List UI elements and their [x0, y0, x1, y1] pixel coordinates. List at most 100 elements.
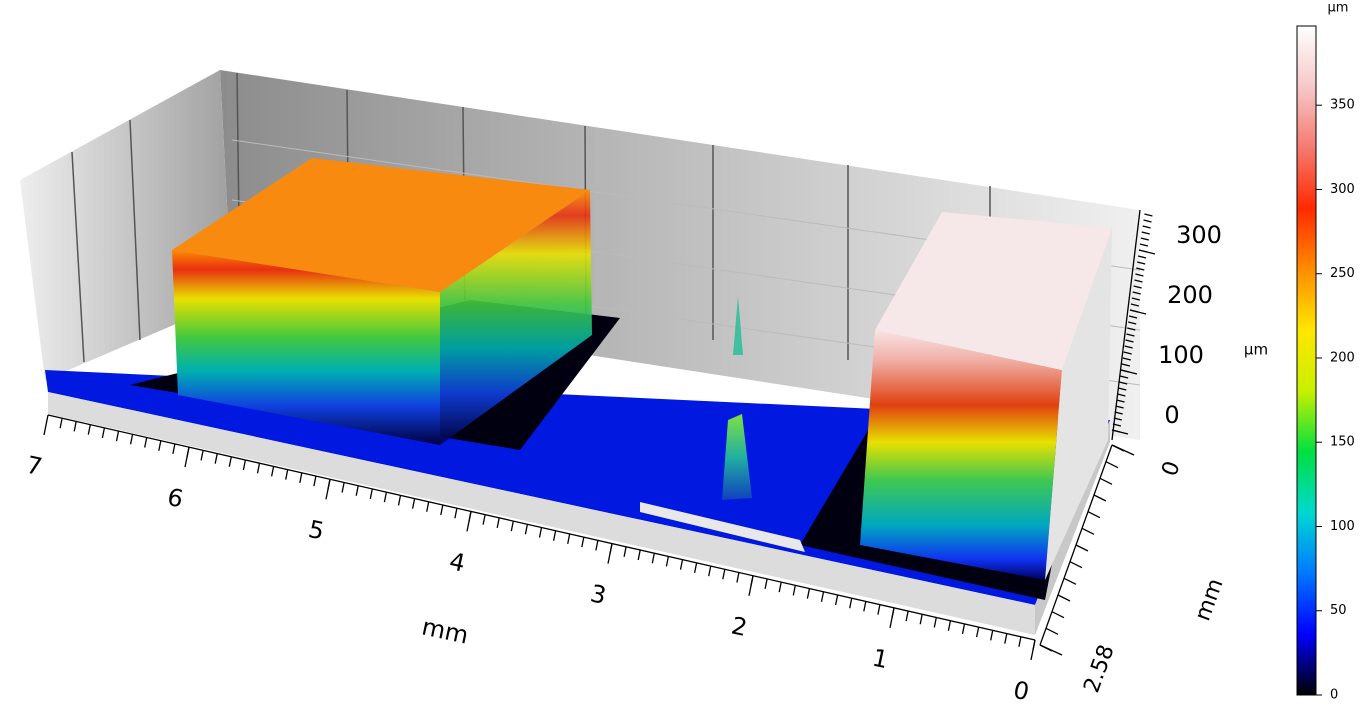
- z-minor-tick: [1136, 267, 1145, 271]
- colorbar-tick-label: 250: [1330, 266, 1355, 281]
- x-tick-label: 2: [729, 611, 750, 642]
- x-minor-tick: [679, 559, 684, 570]
- z-minor-tick: [1114, 411, 1123, 415]
- y-minor-tick: [1069, 561, 1083, 569]
- x-minor-tick: [101, 427, 106, 438]
- x-tick: [607, 543, 613, 564]
- x-minor-tick: [299, 472, 303, 483]
- colorbar: [1296, 25, 1317, 696]
- x-minor-tick: [863, 601, 867, 612]
- block-side: [440, 190, 592, 445]
- x-tick: [466, 511, 472, 532]
- z-minor-tick: [1142, 225, 1151, 229]
- x-minor-tick: [877, 604, 881, 615]
- z-minor-tick: [1116, 399, 1125, 403]
- z-minor-tick: [1115, 405, 1124, 409]
- x-minor-tick: [552, 530, 557, 541]
- z-minor-tick: [1112, 423, 1122, 427]
- x-minor-tick: [820, 591, 825, 602]
- x-minor-tick: [905, 610, 909, 622]
- x-minor-tick: [242, 459, 247, 471]
- block-side: [1045, 228, 1112, 580]
- x-tick-label: 0: [1011, 676, 1032, 707]
- colorbar-tick-label: 100: [1330, 519, 1355, 534]
- y-minor-tick: [1075, 544, 1089, 552]
- x-minor-tick: [1018, 636, 1022, 647]
- x-minor-tick: [806, 588, 811, 599]
- z-minor-tick: [1134, 279, 1143, 283]
- z-minor-tick: [1125, 339, 1134, 343]
- x-tick-label: 6: [165, 483, 186, 514]
- spike: [733, 296, 743, 355]
- y-minor-tick: [1045, 627, 1059, 635]
- z-tick-label: 0: [1164, 401, 1179, 429]
- y-tick-label: 0: [1157, 458, 1185, 480]
- x-minor-tick: [214, 453, 218, 464]
- x-minor-tick: [426, 501, 430, 512]
- colorbar-tick-label: 300: [1330, 182, 1355, 197]
- x-minor-tick: [849, 598, 853, 609]
- x-minor-tick: [73, 421, 77, 432]
- colorbar-tick-label: 0: [1330, 688, 1338, 703]
- y-minor-tick: [1063, 577, 1077, 585]
- x-minor-tick: [172, 443, 176, 455]
- x-tick-label: 1: [870, 644, 891, 675]
- colorbar-tick-label: 200: [1330, 350, 1355, 365]
- z-minor-tick: [1123, 351, 1132, 355]
- slab-notch: [640, 502, 805, 552]
- z-minor-tick: [1128, 321, 1137, 325]
- y-minor-tick: [1099, 477, 1113, 485]
- x-minor-tick: [623, 546, 627, 557]
- x-minor-tick: [524, 524, 529, 535]
- x-minor-tick: [228, 456, 232, 467]
- x-minor-tick: [454, 508, 458, 519]
- x-minor-tick: [834, 594, 839, 606]
- x-minor-tick: [397, 495, 402, 506]
- x-minor-tick: [270, 466, 275, 477]
- x-minor-tick: [144, 437, 148, 448]
- y-minor-tick: [1057, 594, 1071, 602]
- x-minor-tick: [341, 482, 345, 493]
- y-tick: [1039, 644, 1063, 656]
- y-tick-label: 2.58: [1079, 642, 1119, 697]
- block-front: [860, 330, 1062, 580]
- x-tick: [889, 607, 895, 628]
- colorbar-tick-label: 150: [1330, 435, 1355, 450]
- x-tick: [748, 575, 754, 596]
- x-minor-tick: [355, 485, 359, 496]
- x-tick-label: 7: [24, 451, 45, 482]
- x-minor-tick: [693, 562, 698, 573]
- z-minor-tick: [1119, 375, 1129, 379]
- x-tick: [1030, 639, 1036, 661]
- x-minor-tick: [919, 614, 923, 625]
- z-minor-tick: [1118, 387, 1127, 391]
- spike: [722, 414, 752, 500]
- y-minor-tick: [1087, 511, 1101, 519]
- x-minor-tick: [200, 450, 204, 461]
- z-minor-tick: [1130, 303, 1140, 307]
- x-minor-tick: [581, 537, 585, 548]
- x-minor-tick: [764, 578, 768, 590]
- z-minor-tick: [1139, 243, 1149, 247]
- block-front: [172, 250, 440, 445]
- block-top: [875, 212, 1112, 370]
- x-axis-label: mm: [419, 612, 471, 649]
- z-minor-tick: [1133, 285, 1142, 289]
- x-minor-tick: [792, 585, 796, 596]
- x-minor-tick: [510, 520, 514, 532]
- x-minor-tick: [595, 540, 599, 551]
- x-minor-tick: [256, 463, 261, 474]
- colorbar-tick-label: 350: [1330, 98, 1355, 113]
- x-minor-tick: [708, 565, 712, 577]
- z-tick-label: 300: [1176, 221, 1222, 249]
- x-minor-tick: [496, 517, 500, 528]
- y-minor-tick: [1081, 527, 1095, 535]
- colorbar-tick-label: 50: [1330, 603, 1347, 618]
- x-tick: [325, 479, 331, 500]
- slab-front: [48, 392, 1035, 635]
- x-minor-tick: [482, 514, 486, 525]
- z-minor-tick: [1137, 255, 1147, 259]
- z-minor-tick: [1122, 357, 1131, 361]
- z-minor-tick: [1140, 237, 1149, 241]
- x-tick: [184, 447, 190, 468]
